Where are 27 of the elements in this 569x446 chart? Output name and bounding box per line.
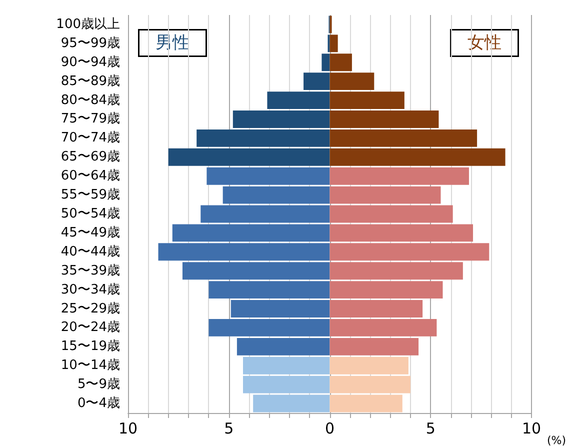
y-tick-label: 25〜29歳 [60,301,120,316]
y-tick-label: 90〜94歳 [60,54,120,70]
x-tick-label: 10 [522,420,542,438]
y-tick-label: 45〜49歳 [60,225,120,240]
y-tick-label: 60〜64歳 [60,168,120,184]
y-tick-label: 30〜34歳 [60,282,120,298]
y-tick-label: 55〜59歳 [60,188,120,203]
x-axis-title: (%) [546,434,566,446]
y-tick-label: 40〜44歳 [60,244,120,260]
y-tick-label: 70〜74歳 [60,130,120,146]
y-tick-label: 0〜4歳 [77,396,120,412]
y-tick-label: 15〜19歳 [60,339,120,354]
y-tick-label: 10〜14歳 [60,358,120,374]
y-tick-label: 50〜54歳 [60,206,120,222]
y-tick-label: 75〜79歳 [60,112,120,127]
y-tick-label: 100歳以上 [56,16,120,32]
y-tick-label: 85〜89歳 [60,74,120,89]
y-tick-label: 65〜69歳 [60,150,120,165]
y-tick-label: 35〜39歳 [60,263,120,278]
x-tick-label: 5 [224,420,234,438]
y-tick-label: 5〜9歳 [77,377,120,392]
x-tick-label: 0 [324,420,335,438]
y-tick-label: 95〜99歳 [60,36,120,51]
y-tick-label: 20〜24歳 [60,320,120,336]
y-tick-label: 80〜84歳 [60,92,120,108]
x-tick-label: 5 [426,420,436,438]
x-tick-label: 10 [118,420,138,438]
